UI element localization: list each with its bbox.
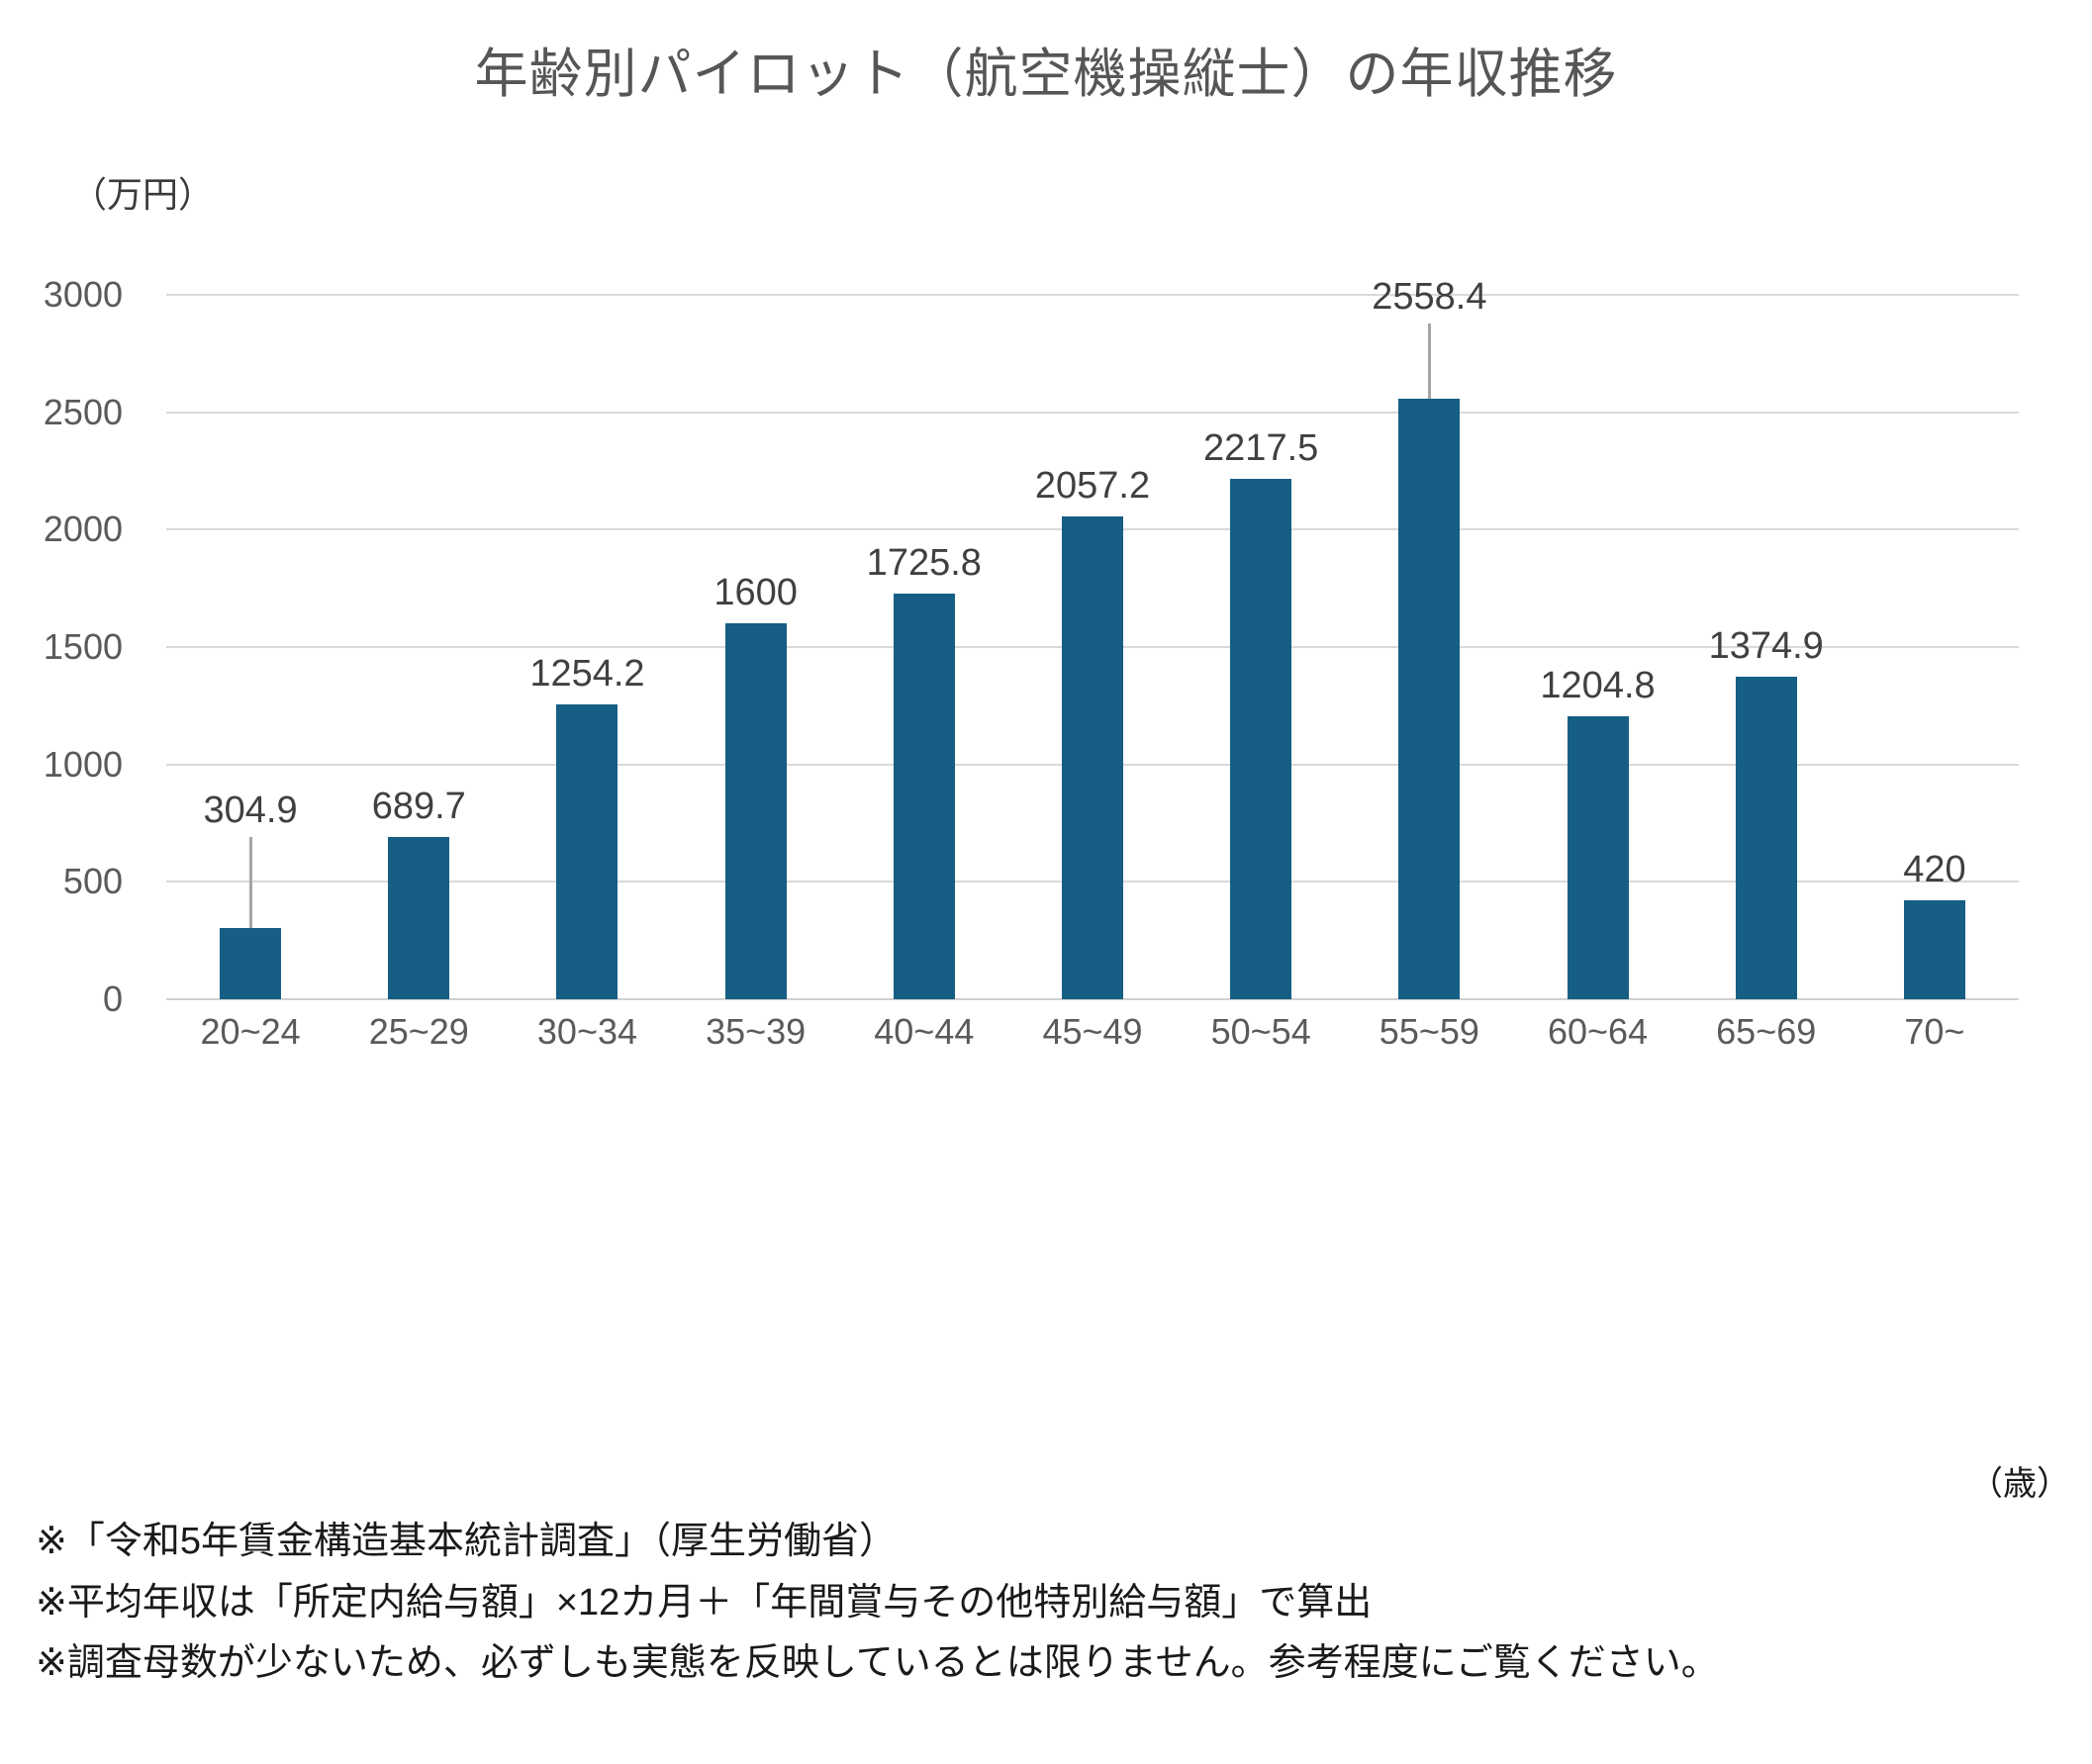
bar-group: 1374.9 (1682, 295, 1851, 999)
bar (1398, 398, 1461, 999)
bar-group: 2217.5 (1177, 295, 1345, 999)
bar-group: 689.7 (334, 295, 503, 999)
footnote: ※「令和5年賃金構造基本統計調査」（厚生労働省） (36, 1521, 897, 1562)
bar (724, 623, 787, 999)
y-tick-label: 0 (102, 978, 123, 1019)
x-tick-label: 35~39 (706, 1011, 807, 1052)
bar (1567, 716, 1629, 999)
bar-value-label: 420 (1903, 849, 1966, 891)
bar-group: 1725.8 (840, 295, 1008, 999)
bar (1061, 515, 1123, 999)
y-tick-label: 1000 (43, 743, 123, 785)
x-axis-tick-labels: 20~24 25~29 30~34 35~39 40~44 45~49 50~54 55~59… (166, 1011, 2019, 1080)
bar (1903, 900, 1965, 999)
gridline-0 (166, 998, 2019, 1000)
bar-value-label: 1374.9 (1708, 624, 1824, 667)
bar-value-label: 1254.2 (529, 653, 645, 696)
bar (388, 837, 450, 999)
x-tick-label: 70~ (1904, 1011, 1965, 1052)
x-tick-label: 55~59 (1379, 1011, 1479, 1052)
bar-group: 304.9 (166, 295, 334, 999)
y-axis-unit-label: （万円） (71, 174, 215, 215)
footnote: ※調査母数が少ないため、必ずしも実態を反映しているとは限りません。参考程度にご覧… (36, 1642, 1719, 1685)
y-tick-label: 2000 (43, 509, 123, 550)
bar-value-label: 1204.8 (1540, 665, 1656, 707)
bar-value-label: 1725.8 (866, 542, 982, 585)
bar (556, 704, 618, 999)
bar-value-label: 689.7 (371, 786, 466, 828)
gridline-3000 (166, 294, 2019, 296)
bar-group: 1600 (672, 295, 840, 999)
y-tick-label: 2500 (43, 391, 123, 432)
bar (1735, 676, 1797, 999)
bar-group: 1254.2 (503, 295, 671, 999)
bar-group: 2558.4 (1345, 276, 1513, 999)
x-tick-label: 65~69 (1716, 1011, 1817, 1052)
x-axis-unit-label: （歳） (1969, 1465, 2070, 1503)
gridline-2500 (166, 411, 2019, 414)
label-leader-line (249, 836, 253, 928)
footnote: ※平均年収は「所定内給与額」×12カ月＋「年間賞与その他特別給与額」で算出 (36, 1581, 1373, 1624)
bar (1230, 478, 1292, 999)
bar-value-label: 304.9 (203, 789, 298, 831)
y-tick-label: 3000 (43, 274, 123, 315)
bar-group: 420 (1851, 295, 2019, 999)
x-tick-label: 40~44 (874, 1011, 975, 1052)
x-tick-label: 20~24 (200, 1011, 301, 1052)
bar-group: 1204.8 (1513, 295, 1681, 999)
bar (893, 594, 955, 999)
y-axis-tick-labels: 0 500 1000 1500 2000 2500 3000 (0, 274, 144, 1019)
bar-value-label: 2057.2 (1034, 464, 1151, 507)
x-tick-label: 30~34 (536, 1011, 638, 1052)
bar-group: 2057.2 (1008, 295, 1177, 999)
y-tick-label: 500 (62, 861, 123, 902)
bar-series: 304.9 689.7 1254.2 1600 1725.8 2057.2 2217.5 25… (166, 276, 2019, 999)
x-tick-label: 45~49 (1042, 1011, 1143, 1052)
bar-value-label: 1600 (713, 572, 798, 614)
x-tick-label: 60~64 (1547, 1011, 1649, 1052)
bar (220, 927, 282, 999)
bar-value-label: 2558.4 (1372, 275, 1487, 318)
footnote-list: ※「令和5年賃金構造基本統計調査」（厚生労働省） ※平均年収は「所定内給与額」×1… (36, 1512, 2054, 1695)
y-tick-label: 1500 (43, 626, 123, 667)
page-title: 年齢別パイロット（航空機操縦士）の年収推移 (474, 45, 1618, 104)
x-tick-label: 25~29 (368, 1011, 469, 1052)
x-tick-label: 50~54 (1210, 1011, 1311, 1052)
label-leader-line (1428, 323, 1432, 399)
bar-value-label: 2217.5 (1203, 426, 1319, 469)
